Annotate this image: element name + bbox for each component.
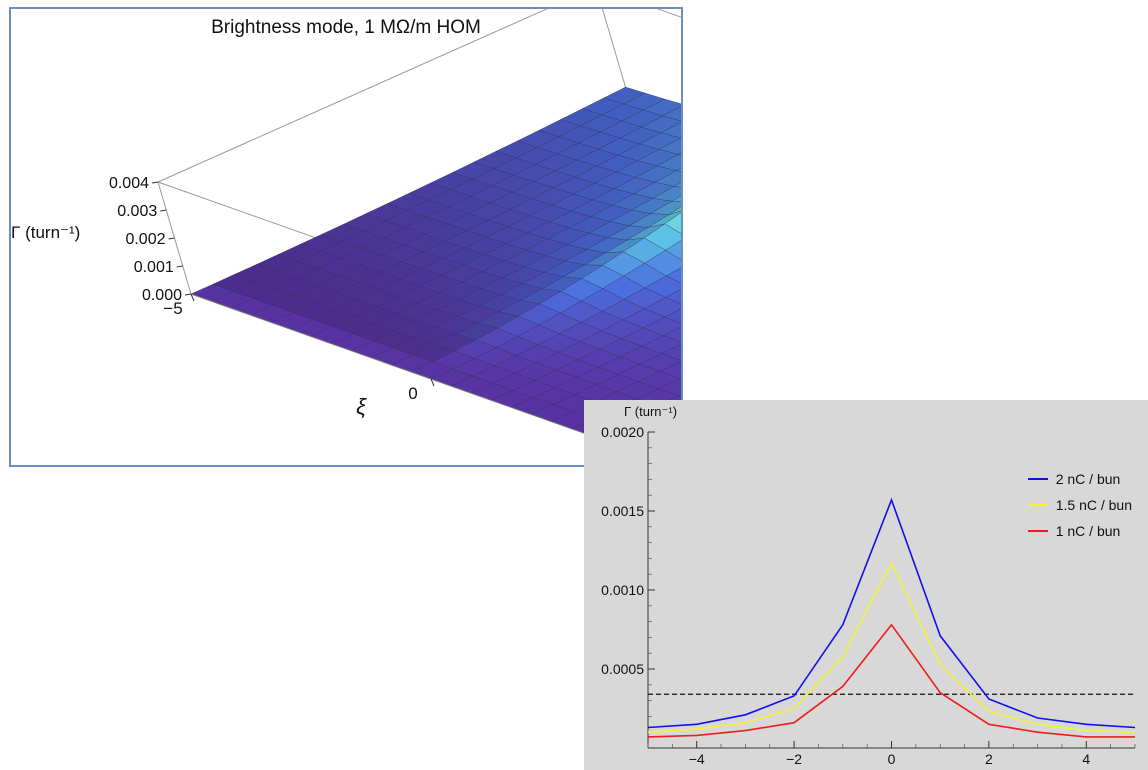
- series-line-0: [647, 497, 1136, 729]
- surface-plot-svg: −505ξ0123Qb (nC)0.0000.0010.0020.0030.00…: [11, 9, 681, 465]
- surface-patch: [673, 182, 681, 188]
- legend-item-1-5nc: 1.5 nC / bun: [1027, 492, 1132, 518]
- x-tick-label: 2: [985, 751, 993, 767]
- y-tick-label: 0.0015: [601, 503, 644, 519]
- x-tick: [190, 293, 195, 302]
- z-tick-label: 0.003: [117, 203, 157, 220]
- z-tick: [184, 293, 192, 296]
- series-line-2: [647, 623, 1135, 738]
- z-axis-label: Γ (turn⁻¹): [11, 223, 80, 242]
- x-axis-label: ξ: [356, 394, 367, 419]
- z-tick-label: 0.004: [109, 175, 149, 192]
- z-tick: [160, 209, 167, 212]
- x-tick-label: 0: [408, 384, 417, 403]
- z-tick-label: 0.002: [125, 231, 165, 248]
- surface-patch: [670, 195, 681, 202]
- legend-swatch-1nc: [1027, 530, 1048, 532]
- legend-swatch-1-5nc: [1027, 504, 1048, 506]
- z-tick-label: 0.001: [134, 259, 174, 276]
- box-edge: [656, 9, 681, 18]
- x-tick-label: −4: [689, 751, 705, 767]
- line-chart-legend: 2 nC / bun 1.5 nC / bun 1 nC / bun: [1027, 466, 1132, 544]
- box-edge: [601, 9, 630, 100]
- surface-plot-panel: −505ξ0123Qb (nC)0.0000.0010.0020.0030.00…: [9, 7, 683, 467]
- legend-label-1-5nc: 1.5 nC / bun: [1055, 497, 1132, 513]
- x-tick-label: 0: [888, 751, 896, 767]
- z-tick-label: 0.000: [142, 287, 182, 304]
- legend-label-2nc: 2 nC / bun: [1055, 471, 1121, 487]
- line-chart-svg: 0.0005 0.0010 0.0015 0.0020 −4 −2 0 2 4 Γ (turn⁻¹…: [601, 404, 1136, 767]
- y-tick-label: 0.0010: [601, 582, 644, 598]
- z-tick: [176, 265, 183, 268]
- x-tick-label: −5: [163, 299, 182, 318]
- z-tick: [168, 237, 175, 240]
- series-line-1: [647, 561, 1136, 733]
- y-tick-label: 0.0005: [601, 661, 644, 677]
- surface-plot-title: Brightness mode, 1 MΩ/m HOM: [211, 17, 481, 38]
- legend-item-2nc: 2 nC / bun: [1027, 466, 1132, 492]
- x-tick: [430, 378, 435, 387]
- x-tick-label: −2: [786, 751, 802, 767]
- legend-label-1nc: 1 nC / bun: [1055, 523, 1121, 539]
- z-tick: [151, 181, 159, 184]
- legend-swatch-2nc: [1027, 478, 1048, 480]
- y-axis-label: Γ (turn⁻¹): [624, 404, 677, 419]
- x-tick-label: 4: [1082, 751, 1090, 767]
- y-tick-label: 0.0020: [601, 424, 644, 440]
- line-chart-panel: 0.0005 0.0010 0.0015 0.0020 −4 −2 0 2 4 Γ (turn⁻¹…: [584, 400, 1148, 770]
- legend-item-1nc: 1 nC / bun: [1027, 518, 1132, 544]
- box-edge: [157, 9, 548, 183]
